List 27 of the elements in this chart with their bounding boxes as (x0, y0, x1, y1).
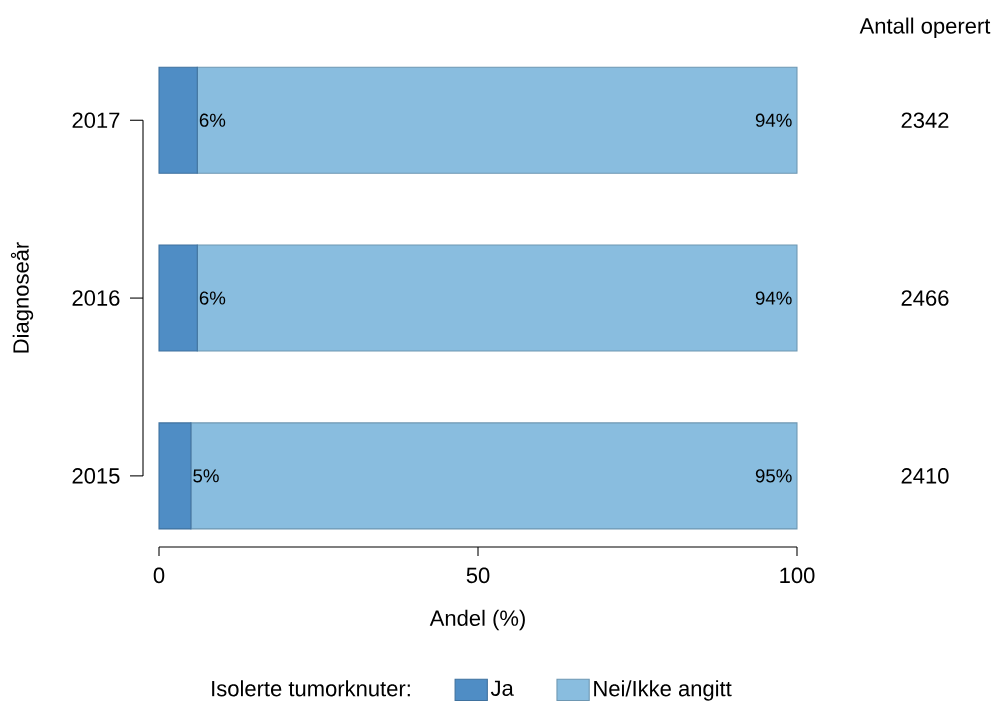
y-axis-title: Diagnoseår (10, 242, 34, 353)
bar (196, 244, 798, 352)
x-axis-title: Andel (%) (429, 609, 525, 631)
y-tick-label: 2015 (72, 468, 120, 484)
legend-title: Isolerte tumorknuter: (212, 680, 410, 697)
bar (196, 66, 798, 174)
data-label: 6% (199, 113, 226, 127)
legend-label: Ja (490, 680, 514, 696)
bar (158, 66, 198, 174)
bar (190, 422, 798, 530)
data-label: 6% (199, 291, 226, 305)
y-tick-label: 2017 (72, 112, 120, 129)
bar (158, 244, 198, 352)
text: 2342 (901, 112, 949, 129)
legend-label: Nei/Ikke angitt (594, 680, 732, 701)
data-label: 94% (755, 291, 792, 305)
x-tick-label: 50 (466, 567, 490, 584)
x-tick-label: 0 (153, 567, 165, 584)
data-label: 95% (755, 469, 792, 483)
text: 2466 (901, 290, 949, 306)
text: Antall operert (859, 17, 991, 39)
bar (158, 422, 192, 530)
data-label: 5% (193, 469, 219, 483)
y-tick-label: 2016 (72, 290, 120, 306)
x-tick-label: 100 (780, 567, 815, 584)
text: 2410 (901, 468, 949, 484)
data-label: 94% (755, 113, 792, 127)
